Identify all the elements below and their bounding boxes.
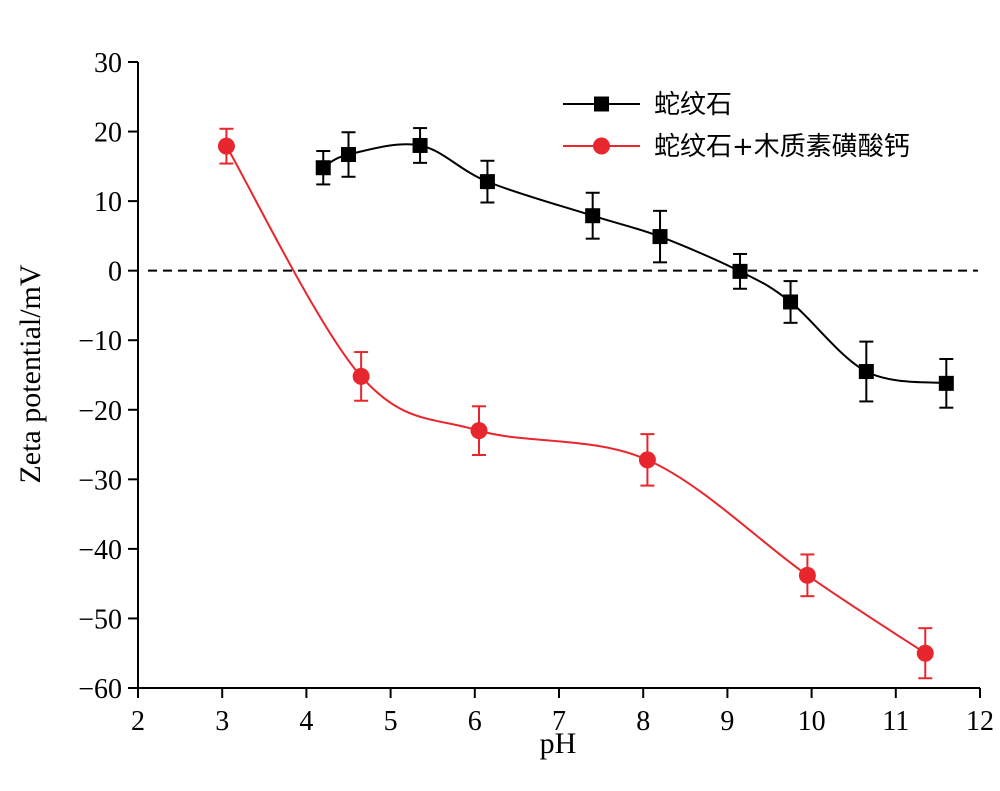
- data-point-square: [938, 375, 954, 391]
- y-tick-label: 20: [94, 118, 122, 149]
- x-tick-label: 12: [966, 706, 994, 737]
- series-line-1: [322, 143, 947, 385]
- x-tick-label: 3: [215, 706, 229, 737]
- legend-marker-circle: [593, 137, 610, 155]
- legend-label: 蛇纹石+木质素磺酸钙: [654, 132, 910, 162]
- x-tick-label: 11: [882, 706, 909, 737]
- x-tick-label: 9: [720, 706, 734, 737]
- data-point-circle: [470, 422, 488, 440]
- data-point-square: [585, 208, 601, 224]
- series-line-2: [225, 145, 926, 655]
- y-tick-label: −20: [78, 396, 122, 427]
- data-point-square: [858, 364, 874, 380]
- x-tick-label: 4: [299, 706, 313, 737]
- y-tick-label: 30: [94, 48, 122, 79]
- y-axis-title: Zeta potential/mV: [14, 264, 47, 483]
- data-point-circle: [352, 367, 370, 385]
- y-tick-label: −50: [78, 604, 122, 635]
- x-tick-label: 6: [468, 706, 482, 737]
- data-point-square: [315, 160, 331, 176]
- data-point-square: [412, 137, 428, 153]
- data-point-square: [652, 229, 668, 245]
- data-point-square: [732, 263, 748, 279]
- x-tick-label: 10: [798, 706, 826, 737]
- x-tick-label: 2: [131, 706, 145, 737]
- y-tick-label: −40: [78, 535, 122, 566]
- y-tick-label: 0: [108, 257, 122, 288]
- y-tick-label: 10: [94, 187, 122, 218]
- data-point-circle: [798, 566, 816, 584]
- legend-label: 蛇纹石: [654, 90, 732, 120]
- x-tick-label: 7: [552, 706, 566, 737]
- x-tick-label: 5: [384, 706, 398, 737]
- x-axis-title: pH: [540, 727, 577, 760]
- data-point-circle: [217, 137, 235, 155]
- data-point-square: [341, 147, 356, 163]
- data-point-square: [783, 294, 799, 310]
- x-tick-label: 8: [636, 706, 650, 737]
- legend-marker-square: [594, 96, 609, 112]
- y-tick-label: −10: [78, 326, 122, 357]
- data-point-square: [479, 174, 495, 190]
- y-tick-label: −60: [78, 674, 122, 705]
- y-tick-label: −30: [78, 465, 122, 496]
- data-point-circle: [638, 451, 656, 469]
- data-point-circle: [916, 644, 934, 662]
